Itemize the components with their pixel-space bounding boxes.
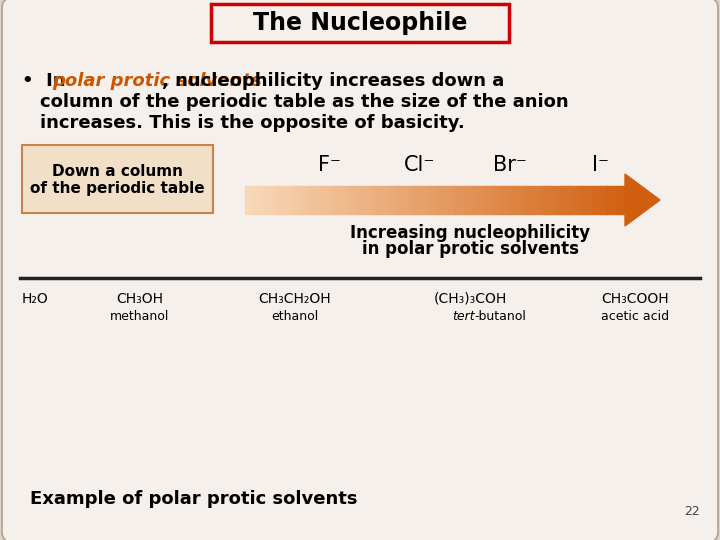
Bar [582,186,588,214]
FancyBboxPatch shape [211,4,509,42]
Bar [535,186,540,214]
Bar [444,186,450,214]
Text: The Nucleophile: The Nucleophile [253,11,467,35]
Bar [497,186,502,214]
Bar [601,186,606,214]
Text: CH₃OH: CH₃OH [117,292,163,306]
Bar [563,186,569,214]
Text: in polar protic solvents: in polar protic solvents [361,240,578,258]
Bar [378,186,383,214]
Bar [283,186,288,214]
Text: Br⁻: Br⁻ [493,155,527,175]
Bar [468,186,474,214]
Bar [516,186,521,214]
Bar [274,186,279,214]
Text: (CH₃)₃COH: (CH₃)₃COH [433,292,507,306]
Text: •  In: • In [22,72,72,90]
Bar [464,186,469,214]
Bar [459,186,464,214]
Bar [278,186,284,214]
Bar [354,186,359,214]
Bar [402,186,407,214]
Bar [426,186,431,214]
Bar [530,186,535,214]
Bar [559,186,564,214]
Text: I⁻: I⁻ [592,155,608,175]
Bar [606,186,611,214]
Text: CH₃CH₂OH: CH₃CH₂OH [258,292,331,306]
Bar [611,186,616,214]
Bar [269,186,274,214]
Bar [587,186,593,214]
Bar [506,186,511,214]
Bar [554,186,559,214]
Bar [454,186,459,214]
Text: increases. This is the opposite of basicity.: increases. This is the opposite of basic… [40,114,464,132]
Bar [473,186,478,214]
Bar [502,186,507,214]
Bar [383,186,388,214]
Bar [492,186,498,214]
Bar [297,186,302,214]
Bar [254,186,260,214]
Bar [349,186,355,214]
Bar [416,186,421,214]
Bar [549,186,554,214]
Text: Example of polar protic solvents: Example of polar protic solvents [30,490,358,508]
Bar [577,186,582,214]
Text: methanol: methanol [110,310,170,323]
Bar [302,186,307,214]
Text: polar protic solvents: polar protic solvents [52,72,262,90]
Bar [364,186,369,214]
Bar [325,186,331,214]
Text: tert: tert [452,310,474,323]
Bar [387,186,392,214]
Bar [373,186,379,214]
Bar [411,186,416,214]
Text: Increasing nucleophilicity: Increasing nucleophilicity [350,224,590,242]
Bar [592,186,597,214]
Text: ethanol: ethanol [271,310,319,323]
Text: Cl⁻: Cl⁻ [405,155,436,175]
Bar [330,186,336,214]
Text: , nucleophilicity increases down a: , nucleophilicity increases down a [162,72,504,90]
Bar [487,186,492,214]
Bar [482,186,487,214]
Bar [407,186,412,214]
Bar [392,186,397,214]
Text: column of the periodic table as the size of the anion: column of the periodic table as the size… [40,93,569,111]
Bar [397,186,402,214]
Bar [449,186,454,214]
Bar [336,186,341,214]
Bar [620,186,626,214]
Bar [420,186,426,214]
Text: acetic acid: acetic acid [601,310,669,323]
Bar [568,186,573,214]
Bar [250,186,255,214]
Polygon shape [625,174,660,226]
Text: of the periodic table: of the periodic table [30,181,204,197]
Bar [526,186,531,214]
Bar [544,186,549,214]
Bar [245,186,251,214]
Bar [264,186,269,214]
Bar [292,186,298,214]
Bar [478,186,483,214]
Bar [369,186,374,214]
Text: Down a column: Down a column [52,164,183,179]
Bar [572,186,578,214]
Bar [616,186,621,214]
Bar [359,186,364,214]
Text: 22: 22 [684,505,700,518]
Bar [316,186,322,214]
Bar [596,186,602,214]
Bar [511,186,516,214]
Bar [340,186,346,214]
Bar [321,186,326,214]
FancyBboxPatch shape [22,145,213,213]
Text: -butanol: -butanol [474,310,526,323]
Bar [312,186,317,214]
Text: CH₃COOH: CH₃COOH [601,292,669,306]
Text: F⁻: F⁻ [318,155,341,175]
